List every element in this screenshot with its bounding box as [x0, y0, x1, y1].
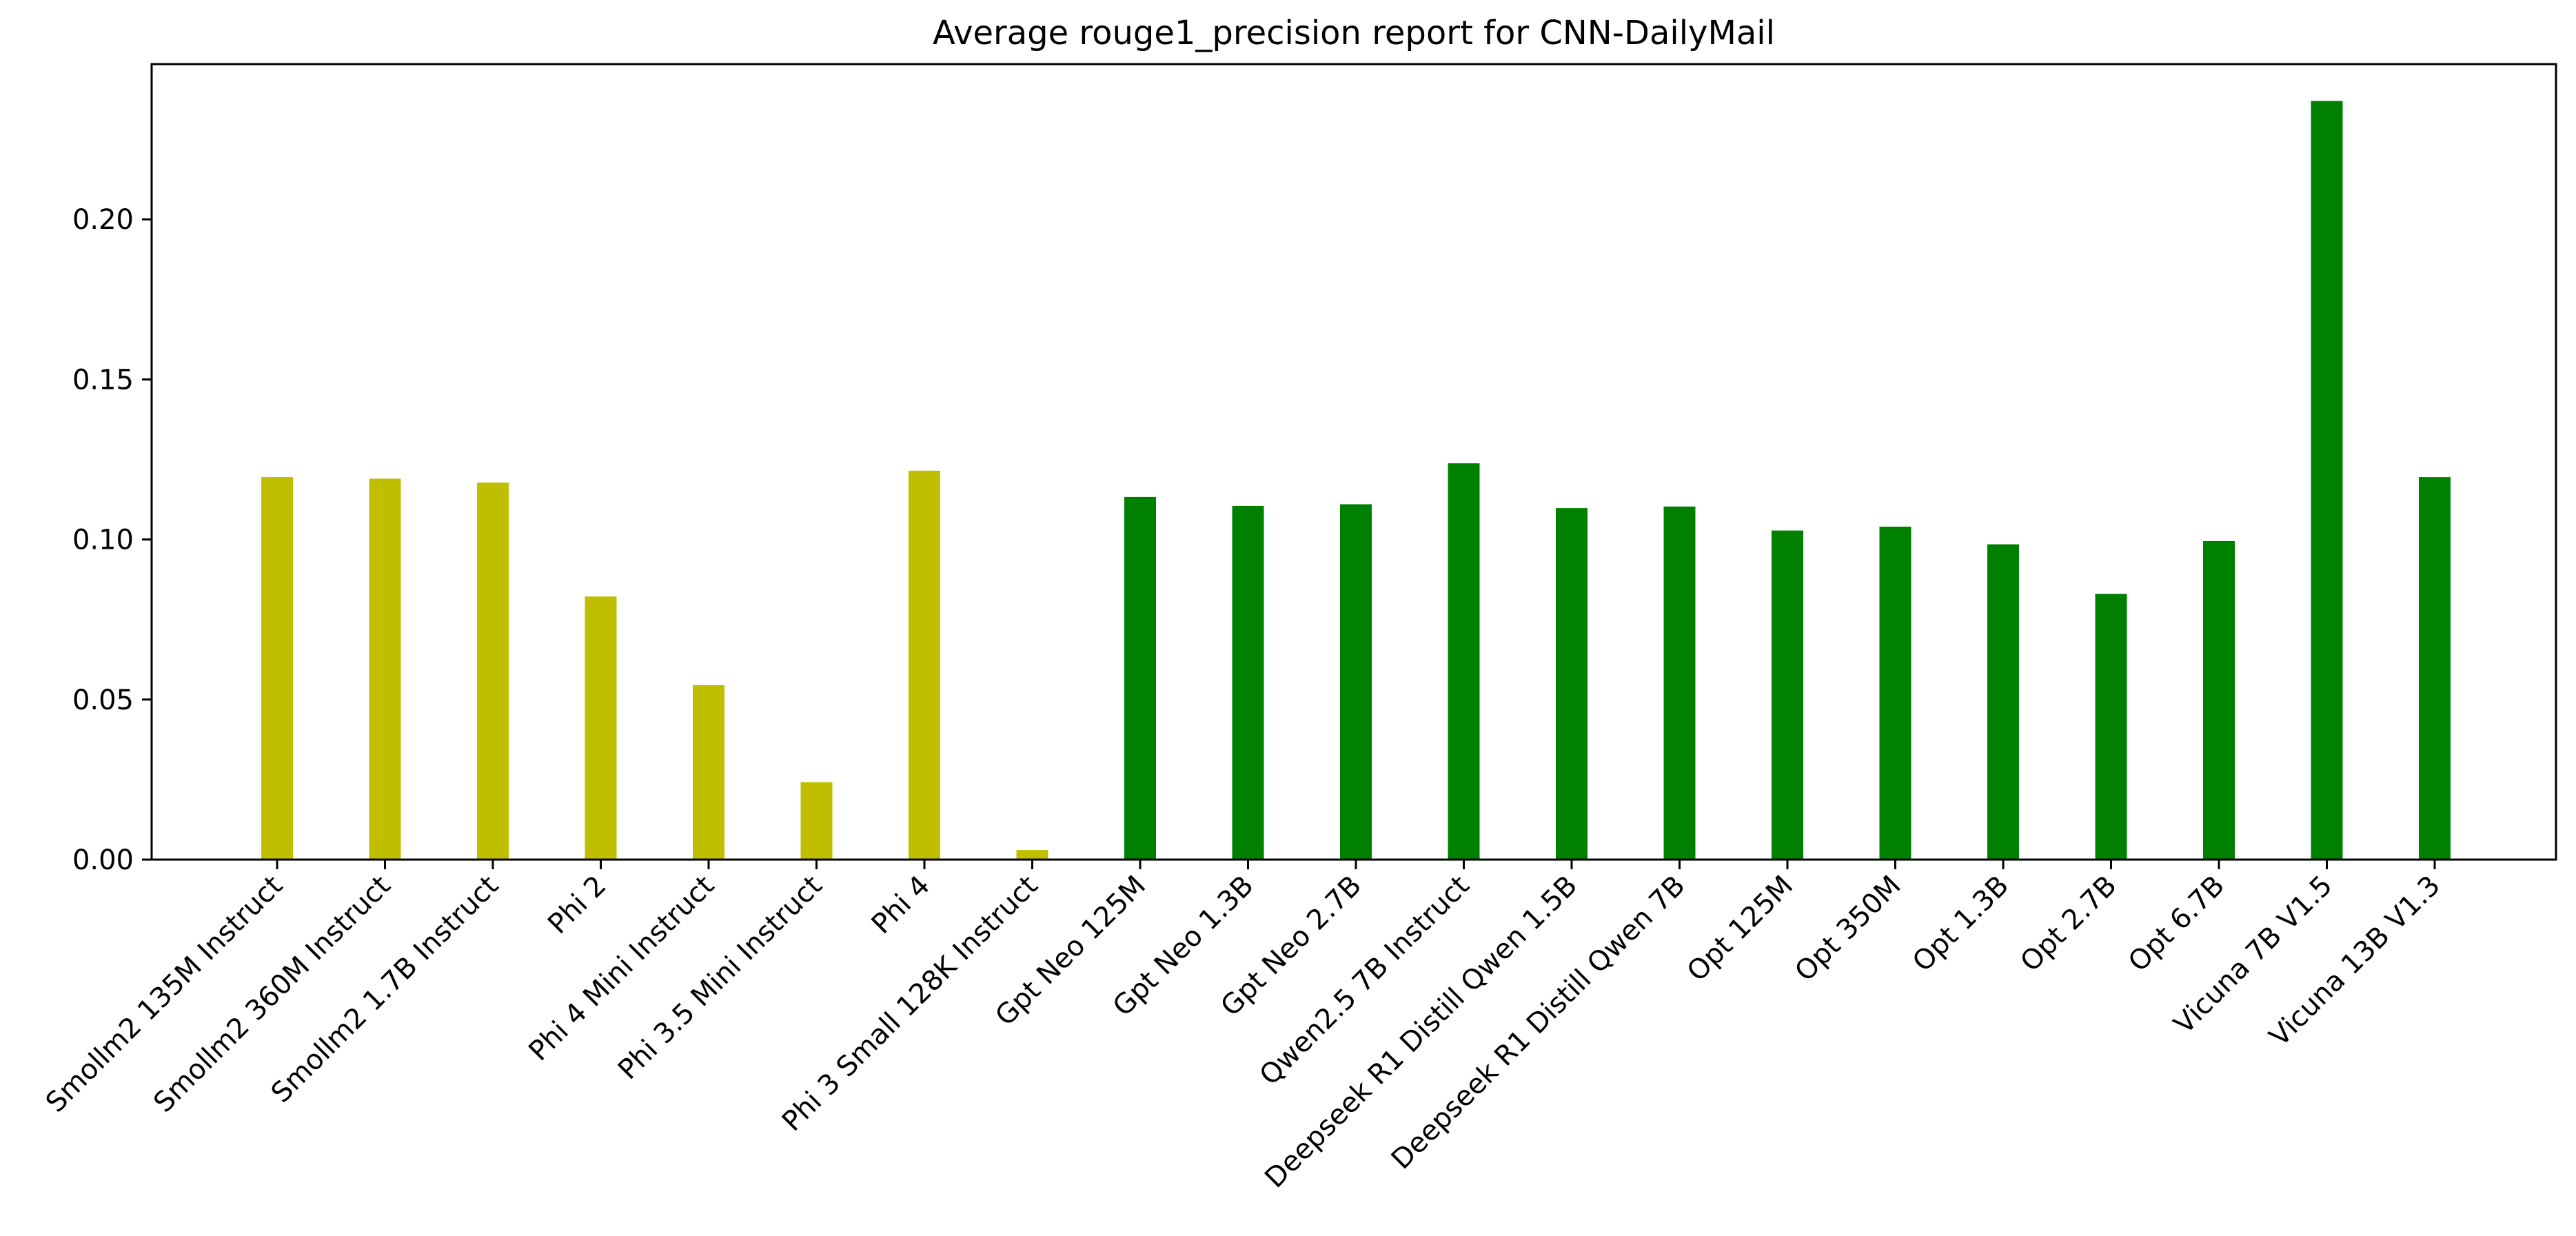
chart-title: Average rouge1_precision report for CNN-…	[933, 14, 1775, 52]
bar	[693, 685, 724, 860]
bar	[1232, 505, 1264, 860]
bar	[1340, 504, 1372, 860]
bar	[2419, 477, 2451, 860]
plot-frame	[150, 63, 2557, 861]
x-tick-label: Phi 2	[542, 870, 612, 940]
x-tick-label: Opt 125M	[1681, 870, 1799, 988]
x-tick-label: Opt 2.7B	[2014, 870, 2122, 978]
bar	[2203, 540, 2235, 860]
x-tick-label: Phi 3.5 Mini Instruct	[612, 870, 829, 1086]
y-axis: 0.00 0.05 0.10 0.15 0.20	[72, 204, 152, 876]
x-tick-label: Phi 4 Mini Instruct	[523, 870, 720, 1068]
y-tick-label: 0.00	[72, 844, 134, 876]
bar	[1124, 496, 1156, 860]
bars-group	[261, 101, 2451, 860]
x-tick-label: Opt 1.3B	[1907, 870, 2015, 978]
bar	[1448, 463, 1480, 860]
x-tick-label: Opt 350M	[1789, 870, 1907, 988]
bar	[1556, 508, 1588, 860]
bar	[2095, 594, 2127, 860]
x-tick-label: Smollm2 1.7B Instruct	[265, 870, 505, 1109]
bar	[261, 477, 293, 860]
bar	[800, 782, 833, 860]
bar	[909, 470, 940, 860]
x-tick-label: Phi 4	[866, 870, 936, 940]
x-tick-label: Opt 6.7B	[2122, 870, 2231, 978]
bar	[585, 596, 617, 860]
y-tick-label: 0.20	[72, 204, 134, 236]
bar	[1987, 544, 2019, 860]
y-tick-label: 0.05	[72, 685, 134, 716]
bar	[2311, 101, 2343, 860]
bar	[369, 478, 401, 860]
bar	[1879, 527, 1911, 860]
bar	[1663, 506, 1696, 860]
bar	[477, 483, 509, 860]
y-tick-label: 0.15	[72, 364, 134, 396]
bar	[1016, 850, 1048, 860]
x-tick-label: Qwen2.5 7B Instruct	[1254, 870, 1476, 1092]
bar	[1772, 530, 1803, 860]
y-tick-label: 0.10	[72, 525, 134, 556]
